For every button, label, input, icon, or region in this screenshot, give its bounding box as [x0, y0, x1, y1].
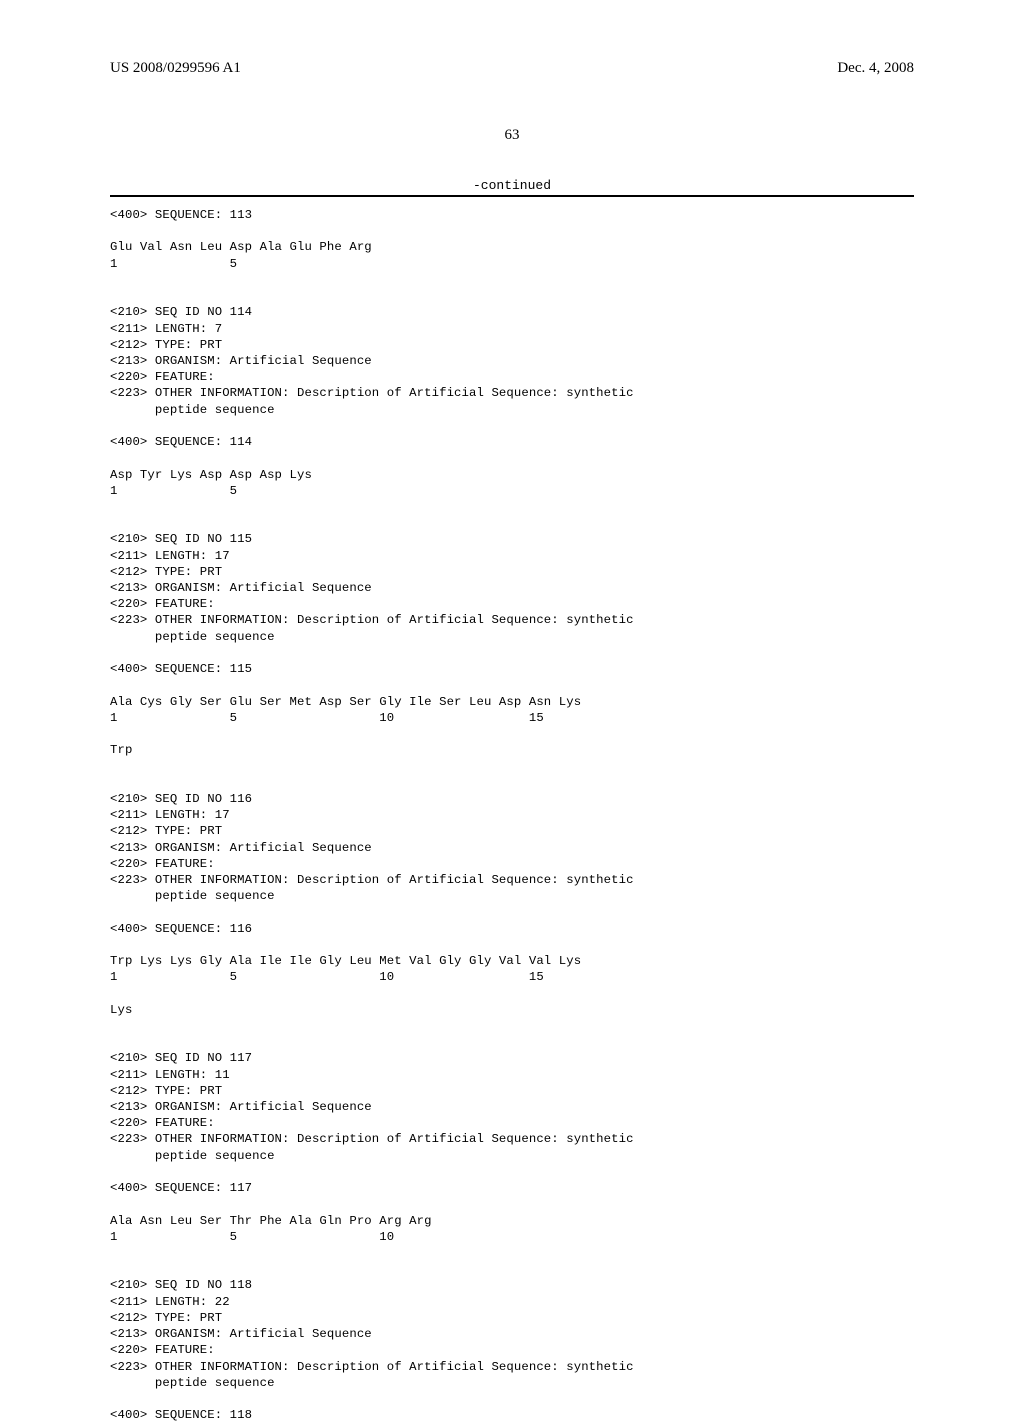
sequence-listing: <400> SEQUENCE: 113 Glu Val Asn Leu Asp … [110, 207, 914, 1423]
continued-label: -continued [110, 178, 914, 193]
header-row: US 2008/0299596 A1 Dec. 4, 2008 [110, 60, 914, 77]
divider [110, 195, 914, 197]
publication-number: US 2008/0299596 A1 [110, 60, 241, 77]
publication-date: Dec. 4, 2008 [837, 60, 914, 77]
page: US 2008/0299596 A1 Dec. 4, 2008 63 -cont… [0, 0, 1024, 1320]
page-number: 63 [110, 127, 914, 144]
